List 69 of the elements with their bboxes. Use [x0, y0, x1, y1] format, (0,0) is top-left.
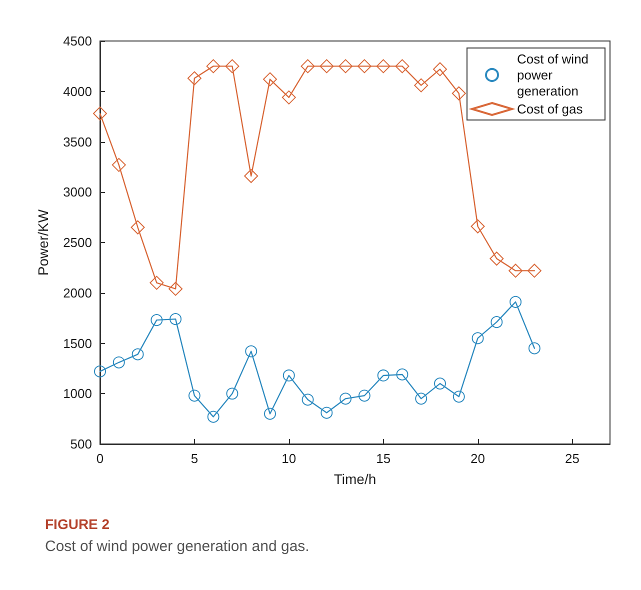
- legend-label: Cost of wind power generation: [517, 52, 592, 98]
- point: [300, 59, 315, 74]
- point: [244, 169, 258, 184]
- point: [470, 219, 485, 234]
- x-tick-label: 25: [564, 451, 580, 466]
- point: [508, 264, 523, 278]
- point: [396, 368, 408, 380]
- text: Cost of wind power generation and gas.: [45, 538, 310, 555]
- point: [414, 78, 428, 92]
- point: [112, 356, 125, 368]
- text: FIGURE 2: [45, 516, 110, 532]
- y-tick-label: 1000: [63, 386, 92, 402]
- point: [150, 314, 163, 326]
- point: [358, 390, 370, 402]
- point: [452, 86, 466, 100]
- point: [395, 59, 410, 74]
- point: [528, 342, 540, 354]
- point: [282, 90, 296, 104]
- x-tick-label: 0: [96, 451, 104, 466]
- point: [93, 106, 107, 121]
- point: [150, 276, 164, 290]
- legend-label: Cost of gas: [517, 102, 584, 116]
- point: [452, 390, 465, 403]
- point: [415, 392, 428, 405]
- point: [433, 62, 447, 76]
- point: [226, 388, 238, 400]
- point: [376, 59, 390, 74]
- point: [206, 59, 220, 74]
- y-tick-label: 500: [70, 436, 92, 452]
- x-tick-label: 15: [376, 451, 391, 466]
- x-tick-label: 20: [470, 451, 486, 466]
- point: [320, 406, 333, 419]
- x-tick-label: 5: [190, 451, 198, 466]
- point: [168, 282, 183, 296]
- y-tick-label: 4000: [63, 84, 92, 99]
- x-axis-title: Time/h: [334, 471, 376, 487]
- y-tick-label: 3500: [63, 134, 92, 150]
- point: [245, 345, 258, 358]
- y-tick-label: 1500: [63, 336, 92, 351]
- point: [130, 220, 145, 234]
- point: [225, 59, 240, 74]
- point: [357, 59, 372, 74]
- point: [112, 158, 126, 172]
- point: [302, 394, 314, 406]
- point: [282, 369, 295, 382]
- point: [510, 296, 522, 308]
- point: [472, 332, 484, 344]
- y-tick-label: 2000: [63, 285, 92, 300]
- point: [132, 348, 144, 360]
- point: [377, 369, 390, 382]
- y-tick-label: 4500: [63, 34, 92, 48]
- point: [187, 71, 202, 86]
- point: [527, 264, 542, 278]
- y-tick-label: 2500: [63, 235, 92, 250]
- x-tick-label: 10: [282, 451, 296, 466]
- point: [320, 59, 334, 74]
- point: [264, 408, 276, 420]
- y-tick-label: 3000: [63, 184, 92, 200]
- point: [434, 378, 446, 390]
- point: [188, 390, 200, 402]
- point: [490, 316, 503, 328]
- point: [490, 252, 504, 266]
- point: [263, 72, 277, 86]
- point: [170, 313, 182, 326]
- y-axis-title: Power/KW: [35, 208, 51, 276]
- point: [207, 410, 220, 423]
- point: [338, 59, 353, 74]
- point: [94, 365, 106, 378]
- point: [340, 392, 352, 405]
